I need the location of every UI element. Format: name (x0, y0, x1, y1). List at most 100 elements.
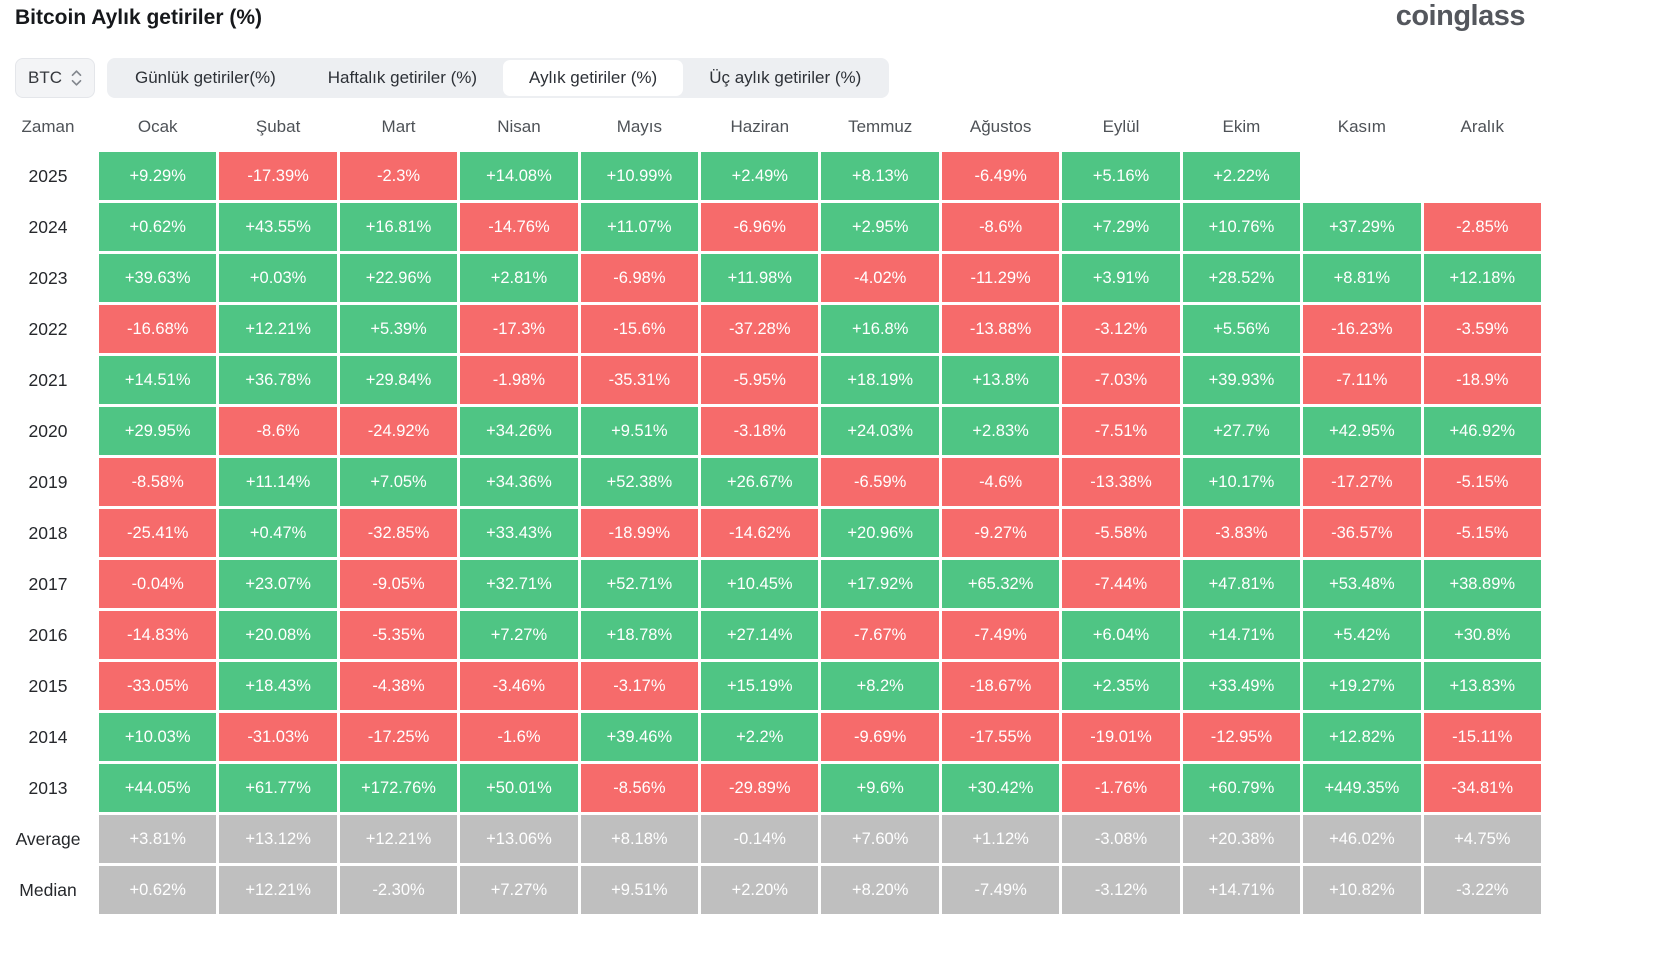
return-cell: -34.81% (1423, 764, 1541, 812)
return-cell: -12.95% (1182, 713, 1301, 761)
return-cell: +33.49% (1182, 662, 1301, 710)
return-cell: -7.49% (941, 611, 1060, 659)
coin-select[interactable]: BTC (15, 58, 95, 98)
return-cell: +26.67% (701, 458, 819, 506)
return-cell: +29.84% (339, 356, 458, 404)
return-cell: -9.69% (821, 713, 939, 761)
return-cell: -18.9% (1423, 356, 1541, 404)
return-cell: +7.05% (339, 458, 458, 506)
return-cell: +28.52% (1182, 254, 1301, 302)
return-cell: -17.3% (460, 305, 578, 353)
return-cell: -3.08% (1062, 815, 1180, 863)
return-cell: +12.21% (339, 815, 458, 863)
return-cell: +29.95% (99, 407, 217, 455)
return-cell: +18.78% (580, 611, 699, 659)
return-cell: +7.27% (460, 611, 578, 659)
empty-cell (1424, 152, 1541, 200)
tab-quarterly-returns[interactable]: Üç aylık getiriler (%) (709, 68, 862, 87)
return-cell: +46.02% (1303, 815, 1421, 863)
return-cell: +37.29% (1303, 203, 1421, 251)
return-cell: -5.15% (1423, 509, 1541, 557)
return-cell: +9.29% (99, 152, 217, 200)
return-cell: +5.42% (1303, 611, 1421, 659)
return-cell: +50.01% (460, 764, 578, 812)
return-cell: +1.12% (941, 815, 1060, 863)
return-cell: +7.60% (821, 815, 939, 863)
column-header-month: Mayıs (616, 117, 663, 136)
tab-weekly-returns[interactable]: Haftalık getiriler (%) (327, 68, 478, 87)
table-row: 2018 -25.41% +0.47% -32.85% +33.43% -18.99% -1… (0, 509, 1541, 557)
return-cell: +0.03% (219, 254, 337, 302)
return-cell: +7.27% (460, 866, 578, 914)
return-cell: -35.31% (580, 356, 699, 404)
return-cell: +0.62% (99, 203, 217, 251)
return-cell: -1.76% (1062, 764, 1180, 812)
column-header-month: Aralık (1460, 117, 1505, 136)
return-cell: +3.81% (99, 815, 217, 863)
return-cell: -8.56% (580, 764, 699, 812)
return-cell: +42.95% (1303, 407, 1421, 455)
column-header-month: Ağustos (969, 117, 1032, 136)
return-cell: +13.06% (460, 815, 578, 863)
return-cell: -5.95% (701, 356, 819, 404)
return-cell: -15.11% (1423, 713, 1541, 761)
return-cell: +23.07% (219, 560, 337, 608)
return-cell: +22.96% (339, 254, 458, 302)
return-cell: +20.08% (219, 611, 337, 659)
table-row: 2017 -0.04% +23.07% -9.05% +32.71% +52.71% +10… (0, 560, 1541, 608)
return-cell: +39.46% (580, 713, 699, 761)
row-label: 2023 (28, 267, 68, 288)
return-cell: -4.02% (821, 254, 939, 302)
monthly-returns-table: Zaman Ocak Şubat Mart Nisan Mayıs Haziran Temm… (0, 110, 1541, 917)
return-cell: +172.76% (339, 764, 458, 812)
return-cell: -8.6% (219, 407, 337, 455)
return-cell: -6.49% (941, 152, 1060, 200)
coin-select-value: BTC (28, 68, 62, 87)
return-cell: -14.76% (460, 203, 578, 251)
return-cell: -17.55% (941, 713, 1060, 761)
table-row: 2019 -8.58% +11.14% +7.05% +34.36% +52.38% +26… (0, 458, 1541, 506)
return-cell: +20.38% (1182, 815, 1301, 863)
empty-cell (1303, 152, 1420, 200)
return-cell: -3.83% (1182, 509, 1301, 557)
return-cell: -7.67% (821, 611, 939, 659)
column-header-month: Eylül (1102, 117, 1140, 136)
return-cell: +9.51% (580, 866, 699, 914)
return-cell: +39.93% (1182, 356, 1301, 404)
return-cell: +8.18% (580, 815, 699, 863)
row-label: 2025 (28, 165, 68, 186)
return-cell: -14.83% (99, 611, 217, 659)
return-cell: +0.47% (219, 509, 337, 557)
return-cell: +18.43% (219, 662, 337, 710)
return-cell: +12.21% (219, 305, 337, 353)
tab-daily-returns[interactable]: Günlük getiriler(%) (135, 68, 276, 87)
returns-table-body: 2025 +9.29% -17.39% -2.3% +14.08% +10.99% +2.4… (0, 152, 1541, 914)
table-row: 2015 -33.05% +18.43% -4.38% -3.46% -3.17% +15.… (0, 662, 1541, 710)
return-cell: +2.2% (701, 713, 819, 761)
return-cell: +14.71% (1182, 866, 1301, 914)
return-cell: +9.51% (580, 407, 699, 455)
return-cell: -4.38% (339, 662, 458, 710)
controls-bar: BTC Günlük getiriler(%) Haftalık getiril… (15, 58, 890, 98)
tab-monthly-returns[interactable]: Aylık getiriler (%) (503, 60, 684, 96)
return-cell: -4.6% (941, 458, 1060, 506)
return-cell: +16.81% (339, 203, 458, 251)
coinglass-logo[interactable]: coinglass (1395, 0, 1526, 32)
table-row: 2016 -14.83% +20.08% -5.35% +7.27% +18.78% +27… (0, 611, 1541, 659)
returns-tab-group: Günlük getiriler(%) Haftalık getiriler (… (107, 58, 890, 98)
return-cell: +14.71% (1182, 611, 1301, 659)
return-cell: -11.29% (941, 254, 1060, 302)
return-cell: +34.26% (460, 407, 578, 455)
return-cell: -8.58% (99, 458, 217, 506)
return-cell: +2.83% (941, 407, 1060, 455)
return-cell: -5.15% (1423, 458, 1541, 506)
return-cell: +14.08% (460, 152, 578, 200)
return-cell: +44.05% (99, 764, 217, 812)
return-cell: -3.17% (580, 662, 699, 710)
column-header-month: Ocak (137, 117, 178, 136)
row-label: 2016 (28, 624, 68, 645)
return-cell: +449.35% (1303, 764, 1421, 812)
return-cell: +52.38% (580, 458, 699, 506)
return-cell: -3.18% (701, 407, 819, 455)
return-cell: +2.81% (460, 254, 578, 302)
